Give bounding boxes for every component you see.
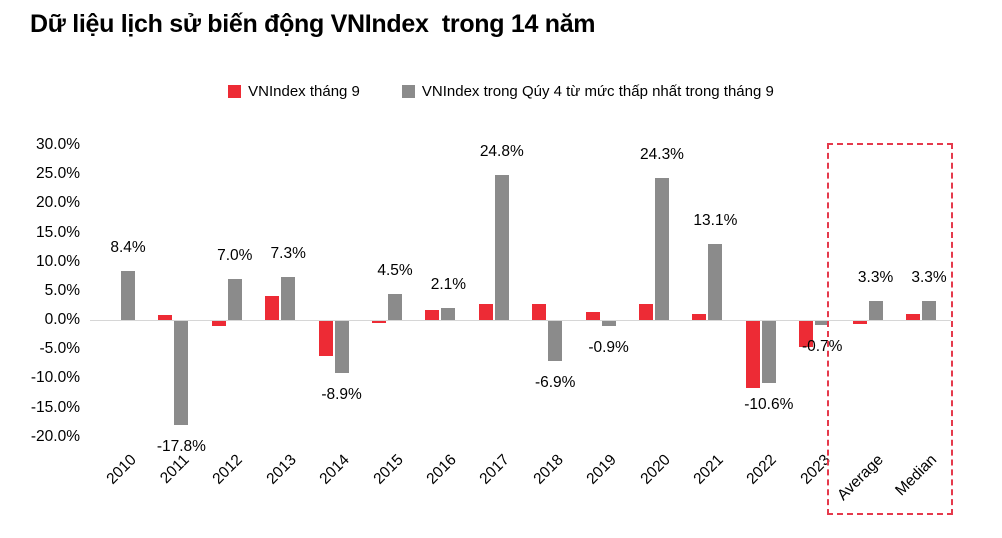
data-label-2017: 24.8% <box>479 143 524 161</box>
y-axis-tick: 10.0% <box>36 252 80 270</box>
bar-sep-Median <box>906 314 920 320</box>
bar-sep-2018 <box>532 303 547 320</box>
legend-label-vnindex-thang9: VNIndex tháng 9 <box>248 83 360 100</box>
y-axis-tick: 25.0% <box>36 165 80 183</box>
bar-q4-Median <box>922 300 936 320</box>
bar-q4-2015 <box>388 293 402 320</box>
legend-swatch-red <box>228 85 242 98</box>
bar-sep-2011 <box>158 314 173 320</box>
bar-q4-2017 <box>494 175 509 320</box>
data-label-2016: 2.1% <box>430 275 467 293</box>
bar-sep-Average <box>852 321 867 324</box>
x-axis-label-2013: 2013 <box>263 451 300 488</box>
x-axis-label-2010: 2010 <box>102 451 140 488</box>
bar-q4-2018 <box>548 321 563 362</box>
x-axis-label-2015: 2015 <box>369 451 407 488</box>
y-axis-tick: -10.0% <box>30 369 80 387</box>
bar-q4-2013 <box>281 277 296 320</box>
x-axis-label-2021: 2021 <box>690 451 727 488</box>
data-label-2018: -6.9% <box>534 374 576 392</box>
y-axis-tick: 0.0% <box>44 311 80 328</box>
bar-sep-2012 <box>211 321 226 327</box>
bar-q4-2021 <box>708 243 723 320</box>
bar-q4-2014 <box>334 321 349 373</box>
bar-sep-2015 <box>372 321 386 324</box>
bar-q4-2019 <box>601 321 616 327</box>
x-axis-label-2017: 2017 <box>476 451 514 488</box>
data-label-2011: -17.8% <box>156 437 206 455</box>
y-axis-tick: 15.0% <box>36 223 80 241</box>
x-axis-label-2020: 2020 <box>636 451 674 488</box>
legend-swatch-gray <box>401 85 415 98</box>
data-label-2019: -0.9% <box>588 339 629 357</box>
x-axis-label-2018: 2018 <box>530 451 567 488</box>
bar-q4-2016 <box>441 307 456 320</box>
data-label-2015: 4.5% <box>377 261 413 279</box>
data-label-2012: 7.0% <box>217 247 253 265</box>
highlight-box <box>827 143 953 515</box>
legend-item-vnindex-quy4: VNIndex trong Qúy 4 từ mức thấp nhất tro… <box>401 83 774 100</box>
x-axis-label-2012: 2012 <box>209 451 247 488</box>
x-axis-label-2014: 2014 <box>316 451 353 488</box>
y-axis-tick: -15.0% <box>30 398 80 416</box>
data-label-2013: 7.3% <box>270 245 306 263</box>
y-axis-tick: 5.0% <box>44 281 80 299</box>
legend-item-vnindex-thang9: VNIndex tháng 9 <box>228 83 360 100</box>
data-label-2020: 24.3% <box>640 146 684 164</box>
x-axis-label-2019: 2019 <box>583 451 620 488</box>
bar-sep-2014 <box>318 321 333 356</box>
bar-q4-Average <box>868 300 883 320</box>
bar-sep-2021 <box>692 314 707 320</box>
x-axis-label-2022: 2022 <box>743 451 781 488</box>
bar-q4-2023 <box>815 321 830 326</box>
x-axis-label-2011: 2011 <box>157 451 193 487</box>
bar-q4-2020 <box>655 178 669 320</box>
bar-sep-2016 <box>425 309 440 320</box>
bar-sep-2023 <box>799 321 814 348</box>
bar-q4-2010 <box>121 271 135 320</box>
y-axis-tick: 20.0% <box>36 194 80 212</box>
bar-sep-2019 <box>585 312 600 320</box>
y-axis-tick: -20.0% <box>30 427 80 445</box>
chart-title: Dữ liệu lịch sử biến động VNIndex trong … <box>30 10 596 38</box>
bar-q4-2012 <box>227 279 242 320</box>
data-label-2014: -8.9% <box>321 385 362 403</box>
bar-q4-2011 <box>174 321 189 425</box>
data-label-2021: 13.1% <box>693 211 738 229</box>
bar-sep-2017 <box>478 303 493 320</box>
data-label-2010: 8.4% <box>110 239 146 256</box>
y-axis-tick: 30.0% <box>36 136 80 153</box>
bar-sep-2022 <box>745 321 760 389</box>
x-axis-line <box>90 320 951 321</box>
bar-sep-2013 <box>265 295 280 320</box>
y-axis-tick: -5.0% <box>39 340 81 358</box>
data-label-2022: -10.6% <box>744 395 794 413</box>
legend: VNIndex tháng 9 VNIndex trong Qúy 4 từ m… <box>0 83 1002 100</box>
bar-sep-2020 <box>639 304 653 320</box>
data-label-2023: -0.7% <box>801 338 843 356</box>
legend-label-vnindex-quy4: VNIndex trong Qúy 4 từ mức thấp nhất tro… <box>421 83 774 100</box>
data-label-Average: 3.3% <box>857 268 894 286</box>
data-label-Median: 3.3% <box>911 268 947 286</box>
bar-q4-2022 <box>761 321 776 383</box>
x-axis-label-2016: 2016 <box>423 451 460 488</box>
